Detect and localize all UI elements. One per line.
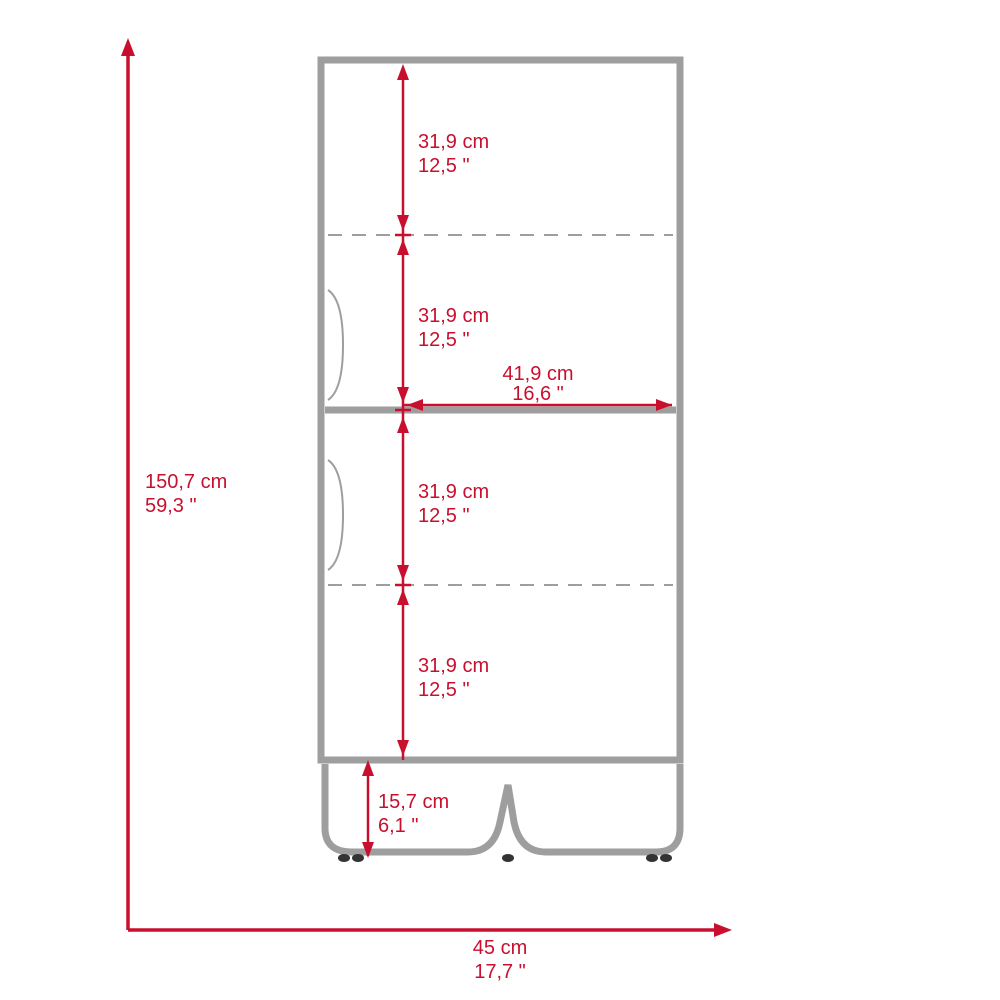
dimension-diagram: 150,7 cm 59,3 " 45 cm 17,7 " 31,9 cm 12,… bbox=[0, 0, 1000, 1000]
label-total-width-in: 17,7 " bbox=[474, 961, 526, 983]
label-total-height-cm: 150,7 cm bbox=[145, 471, 227, 493]
label-shelf1-in: 12,5 " bbox=[418, 155, 470, 177]
label-shelf4-in: 12,5 " bbox=[418, 679, 470, 701]
foot-pad bbox=[352, 854, 364, 862]
foot-pad bbox=[660, 854, 672, 862]
door-handle-upper bbox=[328, 290, 343, 400]
label-total-width-cm: 45 cm bbox=[473, 937, 527, 959]
foot-pad bbox=[338, 854, 350, 862]
label-shelf1-cm: 31,9 cm bbox=[418, 131, 489, 153]
label-shelf2-in: 12,5 " bbox=[418, 329, 470, 351]
label-inner-width-cm: 41,9 cm bbox=[502, 363, 573, 385]
label-shelf3-in: 12,5 " bbox=[418, 505, 470, 527]
label-inner-width-in: 16,6 " bbox=[512, 383, 564, 405]
door-handle-lower bbox=[328, 460, 343, 570]
label-leg-height-in: 6,1 " bbox=[378, 815, 418, 837]
label-total-height-in: 59,3 " bbox=[145, 495, 197, 517]
foot-pad bbox=[502, 854, 514, 862]
label-shelf3-cm: 31,9 cm bbox=[418, 481, 489, 503]
arrow-axis-up bbox=[121, 38, 135, 56]
label-shelf2-cm: 31,9 cm bbox=[418, 305, 489, 327]
arrow-axis-right bbox=[714, 923, 732, 937]
label-shelf4-cm: 31,9 cm bbox=[418, 655, 489, 677]
label-leg-height-cm: 15,7 cm bbox=[378, 791, 449, 813]
foot-pad bbox=[646, 854, 658, 862]
